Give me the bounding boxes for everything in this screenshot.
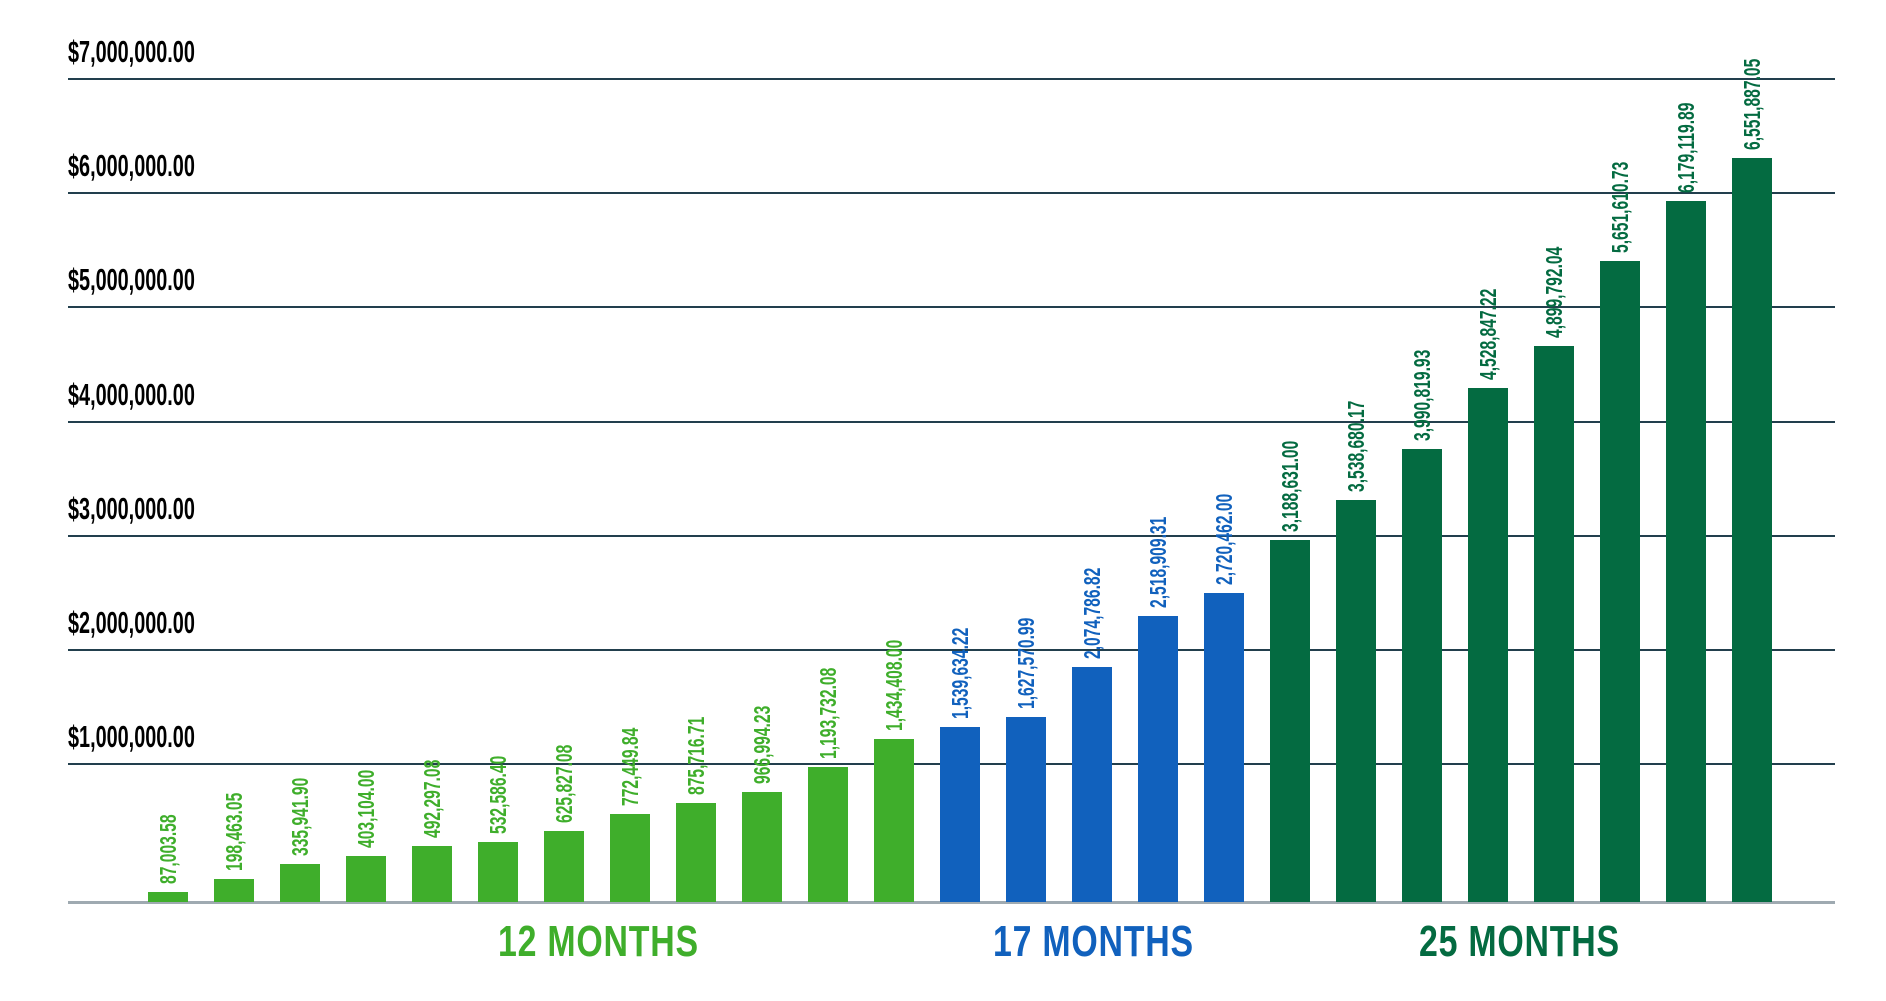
- bar-value-label: 335,941.90: [287, 741, 313, 856]
- bar-value-label: 198,463.05: [221, 756, 247, 871]
- bar-value-label: 2,720,462.00: [1211, 451, 1237, 585]
- bar: [1732, 158, 1772, 902]
- bar: [940, 727, 980, 902]
- bar-value-label: 1,627,570.99: [1013, 575, 1039, 709]
- bar-value-text: 3,188,631.00: [1277, 440, 1303, 532]
- bar: [280, 864, 320, 902]
- bar-value-text: 1,434,408.00: [881, 639, 907, 731]
- bar: [1072, 667, 1112, 902]
- bar: [1336, 500, 1376, 902]
- bar-value-text: 966,994.23: [749, 705, 775, 784]
- group-label-text: 12 MONTHS: [497, 917, 699, 966]
- bar-value-label: 625,827.08: [551, 708, 577, 823]
- bar: [1270, 540, 1310, 902]
- bar: [412, 846, 452, 902]
- bar-value-label: 492,297.08: [419, 723, 445, 838]
- bar-value-label: 3,188,631.00: [1277, 398, 1303, 532]
- group-label-text: 17 MONTHS: [992, 917, 1194, 966]
- bar-value-label: 6,179,119.89: [1673, 60, 1699, 193]
- bar-value-text: 492,297.08: [419, 759, 445, 838]
- y-axis-tick-label: $6,000,000.00: [68, 148, 195, 183]
- bar: [742, 792, 782, 902]
- bar-value-label: 87,003.58: [155, 782, 181, 884]
- bar-value-text: 2,518,909.31: [1145, 516, 1171, 608]
- bar-value-text: 198,463.05: [221, 792, 247, 871]
- bar-value-label: 1,539,634.22: [947, 585, 973, 719]
- bar-value-text: 772,449.84: [617, 727, 643, 806]
- bar-value-label: 3,990,819.93: [1409, 307, 1435, 441]
- bar-value-text: 1,539,634.22: [947, 627, 973, 719]
- bar-value-label: 2,074,786.82: [1079, 525, 1105, 659]
- bar: [1468, 388, 1508, 902]
- bar: [346, 856, 386, 902]
- bar: [610, 814, 650, 902]
- y-axis-tick-label: $7,000,000.00: [68, 34, 195, 69]
- y-gridline: [68, 535, 1835, 537]
- y-gridline: [68, 192, 1835, 194]
- bar-value-text: 4,528,847.22: [1475, 288, 1501, 380]
- bar-value-label: 772,449.84: [617, 691, 643, 806]
- bar-value-label: 1,193,732.08: [815, 625, 841, 759]
- bar: [874, 739, 914, 902]
- bar-value-label: 875,716.71: [683, 680, 709, 795]
- bar-value-label: 5,651,610.73: [1607, 119, 1633, 253]
- bar: [148, 892, 188, 902]
- y-axis-tick-label: $2,000,000.00: [68, 605, 195, 640]
- bar: [1534, 346, 1574, 902]
- y-axis-tick-label: $5,000,000.00: [68, 262, 195, 297]
- bar-value-label: 403,104.00: [353, 733, 379, 848]
- bar-value-text: 532,586.40: [485, 755, 511, 834]
- bar-value-text: 5,651,610.73: [1607, 161, 1633, 253]
- bar-value-text: 625,827.08: [551, 744, 577, 823]
- bar: [1138, 616, 1178, 902]
- bar-value-text: 3,990,819.93: [1409, 349, 1435, 441]
- bar-value-text: 1,627,570.99: [1013, 617, 1039, 709]
- bar: [1402, 449, 1442, 902]
- bar: [478, 842, 518, 902]
- bar: [1204, 593, 1244, 902]
- bar-value-text: 3,538,680.17: [1343, 400, 1369, 492]
- bar: [1600, 261, 1640, 902]
- bar-value-text: 403,104.00: [353, 769, 379, 848]
- y-axis-tick-label: $1,000,000.00: [68, 719, 195, 754]
- group-label-text: 25 MONTHS: [1418, 917, 1620, 966]
- bar-value-label: 4,899,792.04: [1541, 204, 1567, 338]
- bar: [1666, 201, 1706, 902]
- bar: [214, 879, 254, 902]
- bar: [544, 831, 584, 902]
- bar-value-label: 1,434,408.00: [881, 597, 907, 731]
- bar-value-label: 6,551,887.05: [1739, 16, 1765, 150]
- bar-value-text: 4,899,792.04: [1541, 246, 1567, 338]
- bar-value-label: 532,586.40: [485, 719, 511, 834]
- bar: [676, 803, 716, 902]
- y-axis-tick-label: $4,000,000.00: [68, 377, 195, 412]
- x-axis-baseline: [68, 901, 1835, 904]
- y-gridline: [68, 78, 1835, 80]
- y-gridline: [68, 421, 1835, 423]
- bar-value-text: 2,720,462.00: [1211, 493, 1237, 585]
- bar-value-label: 4,528,847.22: [1475, 246, 1501, 380]
- bar-value-text: 1,193,732.08: [815, 667, 841, 759]
- y-axis-tick-label: $3,000,000.00: [68, 491, 195, 526]
- bar-value-label: 966,994.23: [749, 669, 775, 784]
- y-gridline: [68, 306, 1835, 308]
- y-gridline: [68, 649, 1835, 651]
- bar-value-text: 2,074,786.82: [1079, 567, 1105, 659]
- bar-value-text: 6,179,119.89: [1673, 102, 1699, 193]
- bar-value-text: 6,551,887.05: [1739, 58, 1765, 150]
- bar-value-text: 335,941.90: [287, 777, 313, 856]
- bar-value-label: 2,518,909.31: [1145, 474, 1171, 608]
- bar: [1006, 717, 1046, 902]
- bar-value-text: 87,003.58: [155, 814, 181, 884]
- bar-value-label: 3,538,680.17: [1343, 358, 1369, 492]
- bar: [808, 767, 848, 902]
- bar-value-text: 875,716.71: [683, 716, 709, 795]
